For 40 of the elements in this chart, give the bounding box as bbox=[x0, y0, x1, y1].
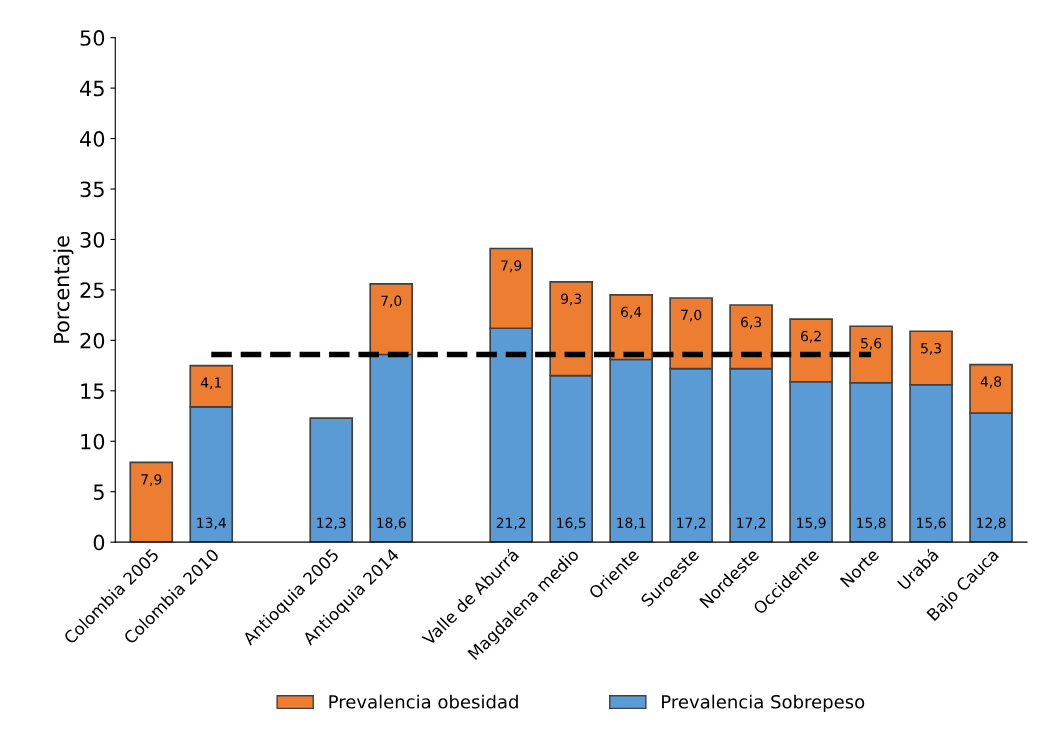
data-label: 6,4 bbox=[621, 306, 642, 319]
data-label: 9,3 bbox=[560, 293, 582, 306]
y-tick-label: 45 bbox=[80, 80, 104, 97]
data-label: 17,2 bbox=[677, 517, 706, 530]
data-label: 21,2 bbox=[496, 517, 526, 530]
y-tick-label: 15 bbox=[81, 383, 104, 400]
bar bbox=[129, 461, 174, 543]
legend-label: Prevalencia obesidad bbox=[329, 694, 518, 709]
data-label: 7,9 bbox=[141, 474, 162, 487]
y-tick-label: 40 bbox=[80, 131, 105, 147]
data-label: 4,8 bbox=[980, 376, 1002, 389]
bar bbox=[309, 417, 354, 543]
data-label: 12,8 bbox=[977, 517, 1006, 530]
y-tick-label: 10 bbox=[81, 433, 105, 450]
data-label: 16,5 bbox=[557, 517, 586, 530]
y-tick-label: 5 bbox=[93, 484, 104, 500]
data-label: 18,6 bbox=[377, 517, 406, 530]
data-label: 7,0 bbox=[381, 295, 402, 308]
data-label: 7,0 bbox=[681, 309, 702, 322]
data-label: 12,3 bbox=[317, 517, 346, 530]
y-tick-label: 0 bbox=[93, 534, 105, 551]
y-tick-label: 20 bbox=[80, 332, 105, 349]
data-label: 15,9 bbox=[797, 517, 826, 530]
data-label: 6,2 bbox=[801, 330, 821, 343]
data-label: 5,3 bbox=[921, 342, 941, 355]
legend-label: Prevalencia Sobrepeso bbox=[662, 694, 865, 713]
data-label: 7,9 bbox=[501, 260, 522, 273]
data-label: 13,4 bbox=[197, 517, 226, 530]
y-tick-label: 25 bbox=[80, 282, 104, 299]
data-label: 18,1 bbox=[617, 517, 646, 530]
data-label: 17,2 bbox=[737, 517, 766, 530]
data-label: 4,1 bbox=[200, 377, 222, 390]
data-label: 5,6 bbox=[861, 337, 882, 350]
data-label: 6,3 bbox=[741, 316, 762, 329]
data-label: 15,6 bbox=[917, 517, 946, 530]
y-tick-label: 35 bbox=[80, 181, 104, 198]
data-label: 15,8 bbox=[857, 517, 886, 530]
y-axis-title: Porcentaje bbox=[53, 236, 74, 343]
y-tick-label: 30 bbox=[80, 231, 105, 248]
y-tick-label: 50 bbox=[80, 30, 105, 46]
